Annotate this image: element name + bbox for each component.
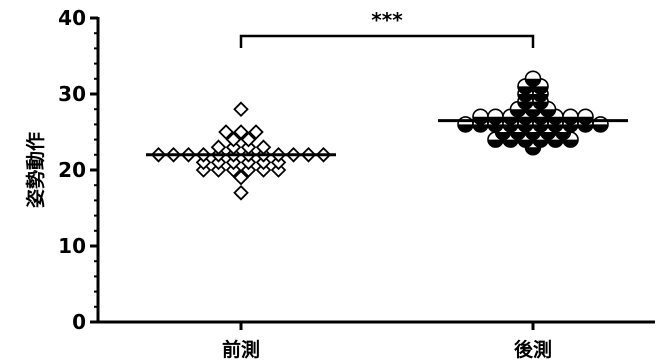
x-tick-label: 後測	[514, 338, 552, 361]
y-tick-label: 0	[72, 310, 86, 334]
y-tick-label: 20	[58, 158, 86, 182]
data-point	[235, 103, 248, 116]
significance-bracket: ***	[241, 8, 533, 48]
x-tick-label: 前測	[222, 338, 260, 361]
data-point	[526, 71, 541, 86]
data-points	[152, 71, 608, 199]
data-point	[235, 186, 248, 199]
y-axis: 0 10 20 30 40	[58, 6, 98, 334]
x-axis: 前測 後測	[98, 322, 655, 361]
significance-label: ***	[371, 8, 403, 32]
y-tick-label: 40	[58, 6, 86, 30]
y-axis-label: 姿勢動作	[24, 132, 47, 208]
significance-bracket-line	[241, 36, 533, 48]
y-tick-label: 10	[58, 234, 86, 258]
y-tick-label: 30	[58, 82, 86, 106]
